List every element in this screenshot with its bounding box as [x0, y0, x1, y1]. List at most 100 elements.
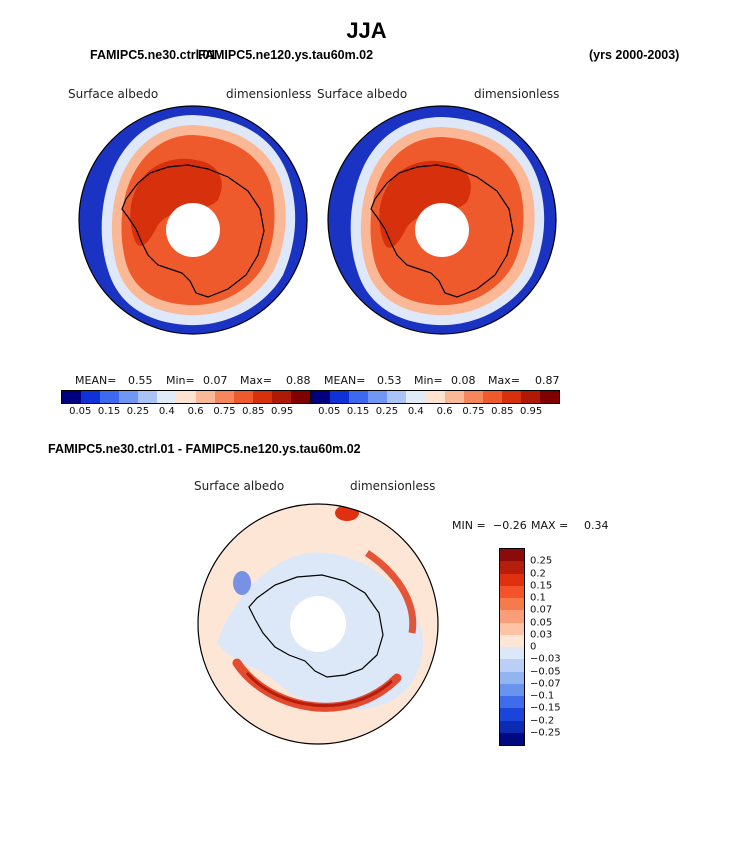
colorbar-tick-label: 0.15 — [530, 580, 553, 592]
colorbar-swatch — [368, 391, 388, 403]
antarctica-outline — [248, 574, 384, 678]
colorbar-tick-label: −0.15 — [530, 702, 561, 714]
colorbar-swatch — [500, 610, 524, 623]
antarctica-outline — [121, 164, 265, 298]
colorbar-tick-label: −0.1 — [530, 690, 555, 702]
colorbar-tick-label: 0.25 — [375, 406, 399, 417]
colorbar-swatch — [500, 659, 524, 672]
colorbar-swatch — [501, 391, 521, 403]
panel2-max-label: Max= — [488, 374, 520, 387]
panel1-colorbar-ticks: 0.05 0.15 0.25 0.4 0.6 0.75 0.85 0.95 — [61, 406, 311, 418]
colorbar-swatch — [500, 683, 524, 696]
panel3-variable-label: Surface albedo — [194, 479, 285, 493]
diff-peak-band — [245, 672, 393, 708]
panel2-min-label: Min= — [414, 374, 443, 387]
panel1-variable-label: Surface albedo — [68, 87, 159, 101]
colorbar-tick-label: 0.05 — [69, 406, 92, 417]
ice-high-zone — [379, 160, 471, 248]
panel2-min-value: 0.08 — [451, 374, 476, 387]
colorbar-swatch — [290, 391, 311, 403]
panel3-min-value: −0.26 — [493, 519, 527, 532]
pole-hole — [166, 203, 220, 257]
colorbar-swatch — [100, 391, 120, 403]
colorbar-tick-label: 0.25 — [126, 406, 150, 417]
left-case-header: FAMIPC5.ne30.ctrl.01 — [90, 48, 217, 62]
colorbar-swatch — [62, 391, 82, 403]
colorbar-tick-label: 0.07 — [530, 604, 553, 616]
colorbar-swatch — [271, 391, 291, 403]
difference-polar-map — [197, 503, 439, 745]
colorbar-tick-label: 0.95 — [271, 406, 294, 417]
colorbar-swatch — [482, 391, 502, 403]
diff-cold-spot — [233, 571, 251, 595]
colorbar-swatch — [233, 391, 253, 403]
colorbar-tick-label: 0.75 — [213, 406, 236, 417]
panel1-max-label: Max= — [240, 374, 272, 387]
colorbar-tick-label: 0.6 — [436, 406, 453, 417]
difference-colorbar — [499, 548, 525, 746]
colorbar-swatch — [138, 391, 158, 403]
colorbar-tick-label: 0.25 — [530, 555, 553, 567]
panel3-min-label: MIN = — [452, 519, 486, 532]
colorbar-swatch — [195, 391, 215, 403]
colorbar-tick-label: 0.85 — [242, 406, 265, 417]
panel2-units-label: dimensionless — [474, 87, 560, 101]
colorbar-swatch — [252, 391, 272, 403]
panel1-min-label: Min= — [166, 374, 195, 387]
panel1-colorbar — [61, 390, 311, 404]
antarctica-outline — [370, 164, 514, 298]
panel2-polar-map — [327, 105, 557, 335]
colorbar-tick-label: 0.05 — [318, 406, 341, 417]
colorbar-swatch — [157, 391, 177, 403]
colorbar-swatch — [500, 720, 524, 733]
difference-header: FAMIPC5.ne30.ctrl.01 - FAMIPC5.ne120.ys.… — [48, 442, 361, 456]
colorbar-tick-label: 0.4 — [407, 406, 424, 417]
colorbar-swatch — [539, 391, 560, 403]
panel1-mean-value: 0.55 — [128, 374, 153, 387]
colorbar-tick-label: 0.95 — [520, 406, 543, 417]
panel1-units-label: dimensionless — [226, 87, 312, 101]
colorbar-tick-label: −0.07 — [530, 678, 561, 690]
colorbar-swatch — [500, 573, 524, 586]
period-label: (yrs 2000-2003) — [589, 48, 680, 62]
colorbar-swatch — [311, 391, 331, 403]
diff-positive-arc — [365, 550, 417, 634]
colorbar-tick-label: 0.03 — [530, 629, 553, 641]
pole-hole — [415, 203, 469, 257]
colorbar-tick-label: 0.05 — [530, 617, 553, 628]
panel3-units-label: dimensionless — [350, 479, 436, 493]
colorbar-swatch — [500, 696, 524, 709]
panel1-min-value: 0.07 — [203, 374, 228, 387]
colorbar-swatch — [81, 391, 101, 403]
pole-hole — [290, 596, 346, 652]
panel3-max-label: MAX = — [531, 519, 569, 532]
panel2-colorbar — [310, 390, 560, 404]
panel2-max-value: 0.87 — [535, 374, 560, 387]
colorbar-tick-label: 0.75 — [462, 406, 485, 417]
colorbar-swatch — [463, 391, 483, 403]
panel3-max-value: 0.34 — [584, 519, 609, 532]
colorbar-tick-label: −0.05 — [530, 666, 561, 677]
colorbar-swatch — [520, 391, 540, 403]
colorbar-swatch — [500, 622, 524, 635]
colorbar-tick-label: −0.2 — [530, 715, 555, 726]
colorbar-swatch — [500, 549, 524, 562]
colorbar-swatch — [406, 391, 426, 403]
colorbar-swatch — [176, 391, 196, 403]
colorbar-swatch — [500, 561, 524, 574]
colorbar-swatch — [500, 647, 524, 660]
panel1-polar-map — [78, 105, 308, 335]
colorbar-swatch — [500, 708, 524, 721]
season-title: JJA — [346, 18, 387, 43]
colorbar-tick-label: −0.25 — [530, 727, 561, 739]
colorbar-tick-label: 0.2 — [530, 568, 546, 579]
overlap-case-header: FAMIPC5.ne120.ys.tau60m.02 — [198, 48, 374, 62]
colorbar-swatch — [444, 391, 464, 403]
colorbar-tick-label: 0.15 — [346, 406, 370, 417]
colorbar-swatch — [500, 598, 524, 611]
colorbar-swatch — [387, 391, 407, 403]
panel2-mean-label: MEAN= — [324, 374, 366, 387]
colorbar-swatch — [500, 585, 524, 598]
colorbar-tick-label: 0.85 — [491, 406, 514, 417]
colorbar-swatch — [349, 391, 369, 403]
